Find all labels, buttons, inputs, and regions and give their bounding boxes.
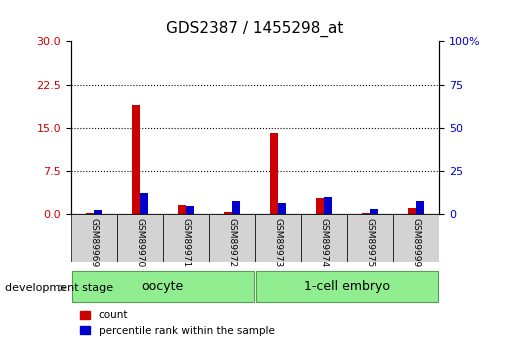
Bar [416,201,424,214]
Bar [117,214,163,262]
Bar [255,214,301,262]
Bar [408,208,416,214]
Text: GSM89999: GSM89999 [412,218,421,267]
Bar [209,214,255,262]
Bar [178,205,186,214]
Bar [278,203,286,214]
Text: 1-cell embryo: 1-cell embryo [304,280,390,293]
Bar [186,206,194,214]
Text: development stage: development stage [5,283,113,293]
Bar [132,105,140,214]
Bar [393,214,439,262]
Legend: count, percentile rank within the sample: count, percentile rank within the sample [76,306,279,340]
Text: GSM89970: GSM89970 [135,218,144,267]
Bar [224,212,232,214]
Bar [256,271,438,302]
Bar [270,134,278,214]
Bar [362,213,370,214]
Text: GSM89972: GSM89972 [227,218,236,267]
Bar [316,198,324,214]
Bar [301,214,347,262]
Bar [94,210,102,214]
Bar [163,214,209,262]
Bar [140,193,148,214]
Text: GSM89974: GSM89974 [320,218,329,267]
Title: GDS2387 / 1455298_at: GDS2387 / 1455298_at [166,21,344,37]
Bar [72,271,254,302]
Bar [370,209,378,214]
Text: oocyte: oocyte [142,280,184,293]
Text: GSM89973: GSM89973 [274,218,283,267]
Text: GSM89969: GSM89969 [89,218,98,267]
Text: GSM89975: GSM89975 [366,218,375,267]
Bar [232,201,240,214]
Bar [86,213,94,214]
Bar [324,197,332,214]
Bar [71,214,117,262]
Text: GSM89971: GSM89971 [181,218,190,267]
Bar [347,214,393,262]
